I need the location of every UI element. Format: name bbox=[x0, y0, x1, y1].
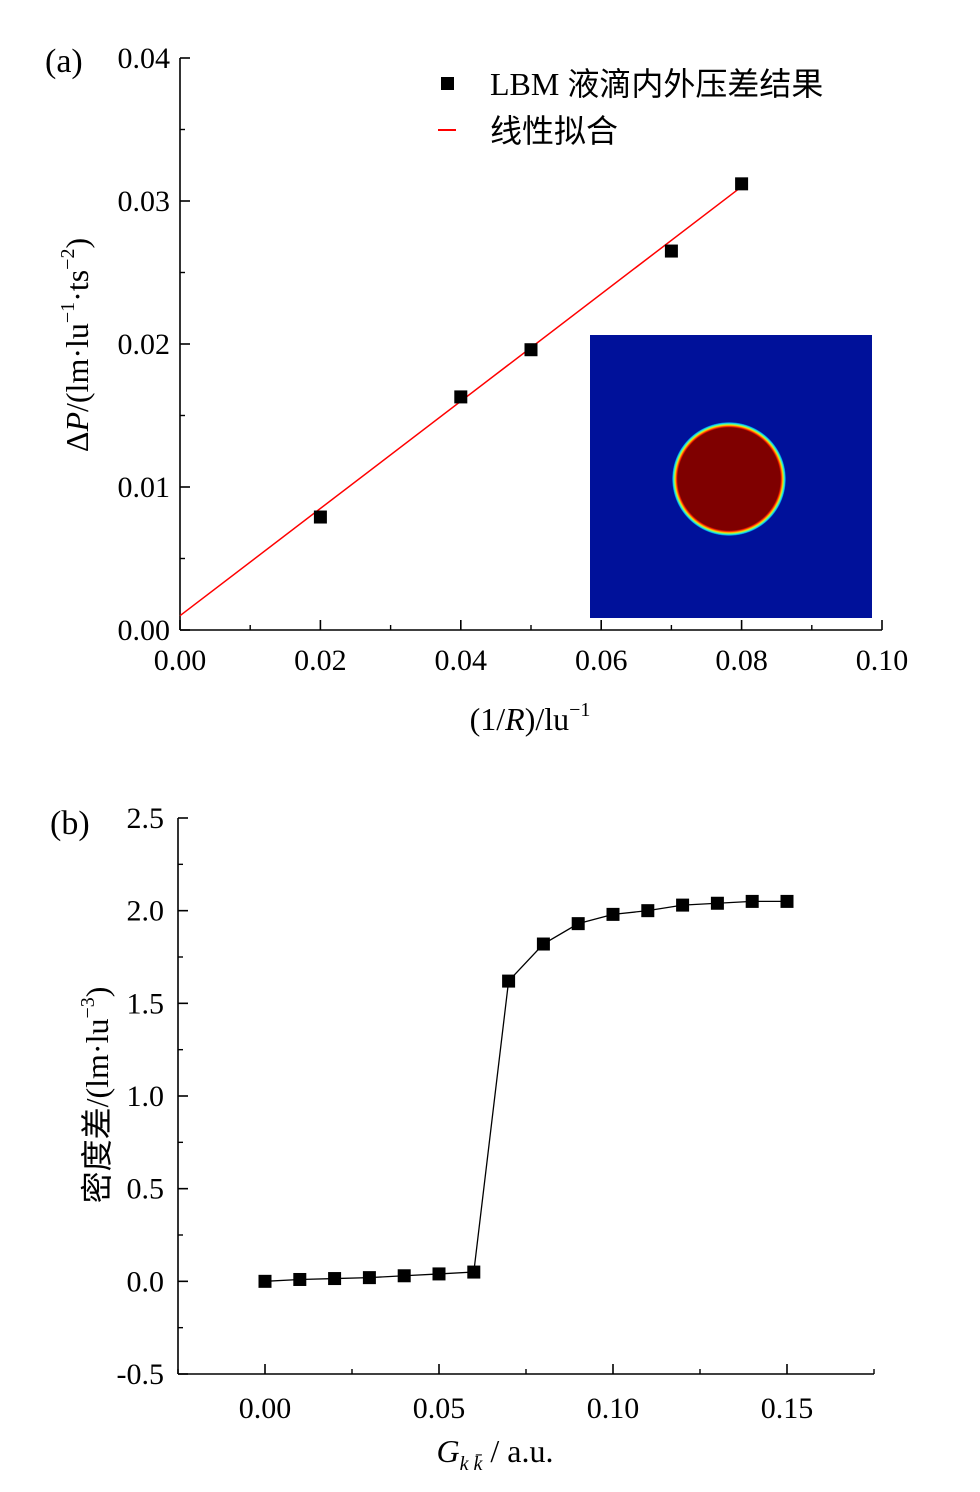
y-tick-label-a: 0.03 bbox=[118, 185, 171, 218]
inset-droplet-image bbox=[590, 335, 872, 618]
legend-marker-scatter bbox=[441, 77, 454, 90]
y-tick-label-b: 2.0 bbox=[127, 895, 165, 928]
y-ticks-b: -0.5 0.0 0.5 1.0 1.5 2.0 2.5 bbox=[117, 802, 188, 1391]
data-point-a bbox=[735, 177, 749, 191]
data-point-a bbox=[664, 244, 678, 258]
chart-a: (a) 0.00 0.02 0.04 0.06 0.08 0.10 0.000.010.0… bbox=[45, 42, 908, 737]
data-point-b bbox=[780, 894, 794, 908]
data-point-b bbox=[641, 904, 655, 918]
data-point-b bbox=[293, 1272, 307, 1286]
data-point-a bbox=[454, 390, 468, 404]
data-point-b bbox=[397, 1269, 411, 1283]
y-tick-label-b: -0.5 bbox=[117, 1358, 165, 1391]
data-point-b bbox=[676, 898, 690, 912]
y-tick-label-a: 0.00 bbox=[118, 614, 171, 647]
data-point-b bbox=[745, 894, 759, 908]
panel-label-b: (b) bbox=[50, 805, 90, 842]
data-point-b bbox=[432, 1267, 446, 1281]
x-tick-label-a: 0.06 bbox=[575, 644, 628, 677]
x-tick-label-a: 0.02 bbox=[294, 644, 347, 677]
series-line-b bbox=[264, 900, 787, 1282]
legend-a: LBM 液滴内外压差结果 线性拟合 bbox=[438, 66, 823, 149]
x-tick-label-a: 0.08 bbox=[715, 644, 768, 677]
y-tick-label-b: 1.0 bbox=[127, 1080, 165, 1113]
x-ticks-a: 0.00 0.02 0.04 0.06 0.08 0.10 bbox=[154, 620, 909, 677]
x-axis-label-a: (1/R)/lu−1 bbox=[470, 699, 591, 737]
data-point-b bbox=[571, 917, 585, 931]
x-axis-label-b: Gk k̄ / a.u. bbox=[437, 1433, 554, 1475]
y-axis-label-b: 密度差/(lm·lu−3) bbox=[77, 987, 115, 1204]
legend-label-fit: 线性拟合 bbox=[490, 113, 618, 149]
y-axis-label-a: ΔP/(lm·lu−1·ts−2) bbox=[57, 238, 95, 452]
x-tick-label-b: 0.15 bbox=[761, 1392, 814, 1425]
data-point-b bbox=[328, 1272, 342, 1286]
points-b bbox=[258, 894, 794, 1288]
series-line bbox=[264, 900, 787, 1282]
points-a bbox=[313, 177, 749, 524]
data-point-b bbox=[710, 896, 724, 910]
y-tick-label-b: 0.0 bbox=[127, 1265, 165, 1298]
y-tick-label-b: 2.5 bbox=[127, 802, 165, 835]
x-tick-label-b: 0.00 bbox=[239, 1392, 292, 1425]
y-tick-label-a: 0.04 bbox=[118, 42, 171, 75]
x-tick-label-a: 0.10 bbox=[856, 644, 909, 677]
chart-b: (b) 0.00 0.05 0.10 0.15 -0.5 0.0 0.5 1.0 1.5 2.0… bbox=[50, 802, 875, 1475]
x-tick-label-a: 0.00 bbox=[154, 644, 207, 677]
x-ticks-b: 0.00 0.05 0.10 0.15 bbox=[177, 1364, 875, 1425]
data-point-b bbox=[258, 1274, 272, 1288]
data-point-b bbox=[606, 907, 620, 921]
droplet bbox=[672, 422, 786, 536]
y-ticks-a: 0.00 0.01 0.02 0.03 0.04 bbox=[118, 42, 190, 647]
data-point-a bbox=[313, 510, 327, 524]
data-point-b bbox=[536, 937, 550, 951]
y-tick-label-a: 0.01 bbox=[118, 471, 171, 504]
data-point-b bbox=[502, 974, 516, 988]
x-tick-label-a: 0.04 bbox=[435, 644, 488, 677]
x-tick-label-b: 0.10 bbox=[587, 1392, 640, 1425]
x-tick-label-b: 0.05 bbox=[413, 1392, 466, 1425]
y-tick-label-b: 0.5 bbox=[127, 1173, 165, 1206]
panel-label-a: (a) bbox=[45, 43, 83, 80]
data-point-a bbox=[524, 343, 538, 357]
legend-label-scatter: LBM 液滴内外压差结果 bbox=[490, 66, 823, 102]
y-tick-label-b: 1.5 bbox=[127, 987, 165, 1020]
y-tick-label-a: 0.02 bbox=[118, 328, 171, 361]
data-point-b bbox=[362, 1271, 376, 1285]
data-point-b bbox=[467, 1265, 481, 1279]
